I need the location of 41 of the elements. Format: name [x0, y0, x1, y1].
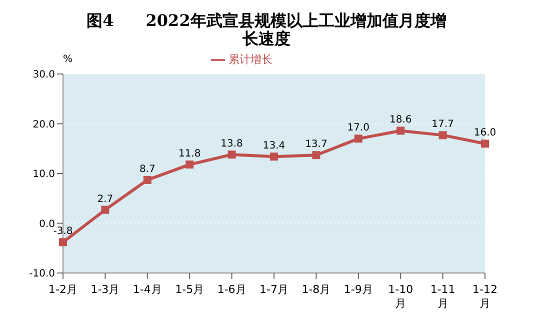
point: [228, 150, 236, 159]
y-tick-label: 10.0: [32, 169, 55, 180]
y-tick-label: 0.0: [39, 218, 55, 230]
data-label: 18.6: [389, 114, 412, 126]
x-tick-label: 1-5月: [175, 283, 204, 296]
data-label: 8.7: [139, 164, 156, 175]
point: [270, 152, 278, 161]
y-tick-label: 30.0: [32, 70, 55, 81]
data-label: 2.7: [97, 194, 114, 205]
data-label: 13.8: [220, 138, 243, 150]
x-tick-label: 1-10月: [388, 283, 414, 310]
x-tick-label: 1-6月: [217, 283, 246, 296]
data-label: 13.4: [262, 140, 286, 152]
point: [396, 126, 405, 135]
x-tick-label: 1-9月: [344, 283, 373, 296]
x-tick-label: 1-8月: [302, 283, 331, 296]
point: [312, 151, 320, 160]
point: [59, 238, 67, 246]
point: [354, 134, 362, 143]
data-label: 17.0: [347, 122, 370, 134]
legend-label: 累计增长: [228, 53, 272, 66]
data-label: 11.8: [178, 148, 201, 160]
y-tick-label: 20.0: [32, 119, 55, 130]
point: [186, 160, 194, 169]
point: [481, 140, 489, 148]
x-tick-label: 1-4月: [132, 283, 162, 296]
data-label: 16.0: [474, 128, 496, 139]
x-tick-label: 1-3月: [90, 283, 120, 296]
point: [143, 176, 152, 184]
data-label: 13.7: [305, 139, 328, 150]
x-tick-label: 1-2月: [48, 283, 78, 296]
y-tick-label: -10.0: [29, 268, 55, 280]
x-tick-label: 1-7月: [260, 283, 288, 296]
data-label: -3.8: [53, 226, 73, 238]
point: [438, 131, 447, 140]
point: [101, 206, 110, 214]
x-tick-label: 1-11月: [430, 283, 456, 310]
y-axis-title: %: [63, 54, 73, 65]
chart-title: 图4 2022年武宣县规模以上工业增加值月度增长速度: [86, 10, 448, 48]
x-tick-label: 1-12月: [472, 283, 498, 310]
data-label: 17.7: [432, 119, 454, 130]
